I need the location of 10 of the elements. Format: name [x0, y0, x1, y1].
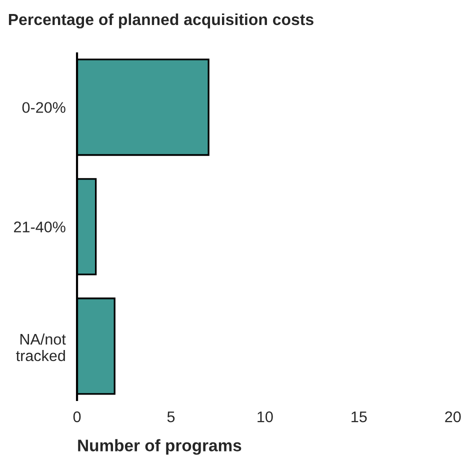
x-tick-label: 20: [445, 411, 461, 422]
x-tick-label: 0: [73, 411, 81, 422]
chart-title: Percentage of planned acquisition costs: [8, 13, 314, 28]
y-tick-label: 0-20%: [22, 102, 66, 113]
x-tick-label: 10: [258, 411, 273, 422]
x-tick-label: 15: [352, 412, 367, 422]
y-tick-label: 21-40%: [14, 222, 66, 232]
x-tick-label: 5: [167, 412, 175, 422]
y-tick-label: NA/not tracked: [16, 333, 66, 362]
x-axis-title: Number of programs: [78, 439, 242, 455]
